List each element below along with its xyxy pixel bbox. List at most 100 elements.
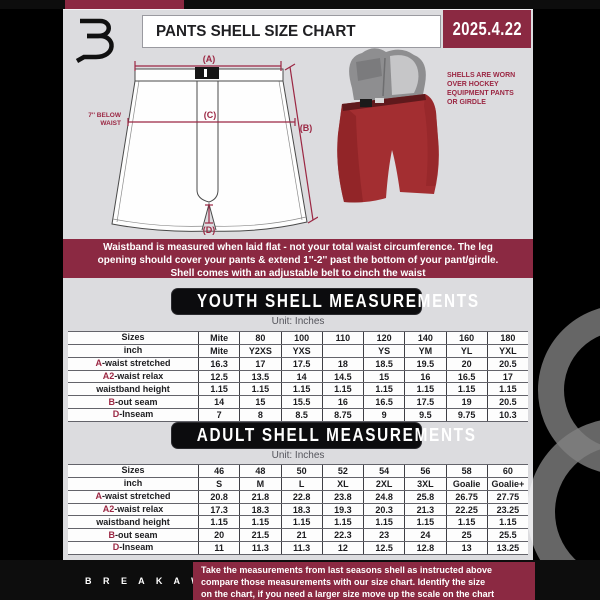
breakaway-logo-icon — [75, 18, 114, 63]
cell-value: 22.8 — [280, 490, 322, 503]
cell-value: 46 — [198, 465, 239, 477]
footer-brand: B R E A K A W A Y — [78, 568, 234, 594]
cell-value: 26.75 — [445, 490, 487, 503]
cell-value: 21.8 — [239, 490, 280, 503]
cell-value: 11 — [198, 542, 239, 554]
row-label: D-Inseam — [112, 542, 154, 553]
cell-value: 12 — [321, 542, 363, 554]
cell-value: 12.5 — [198, 370, 239, 383]
cell-value: 19.3 — [321, 503, 363, 516]
title-box: PANTS SHELL SIZE CHART — [142, 15, 441, 48]
page-title: PANTS SHELL SIZE CHART — [156, 23, 356, 40]
row-label: Sizes — [121, 332, 145, 343]
cell-value: 16 — [321, 396, 363, 409]
cell-value: 140 — [404, 332, 445, 344]
cell-value: 27.75 — [486, 490, 528, 503]
youth-heading-text: YOUTH SHELL MEASUREMENTS — [196, 291, 480, 311]
text-line: WAIST — [100, 120, 121, 127]
cell-value: 13.25 — [486, 542, 528, 554]
cell-value: Goalie — [445, 477, 487, 490]
shell-note: SHELLS ARE WORN OVER HOCKEY EQUIPMENT PANT… — [447, 71, 517, 107]
label-a: (A) — [203, 54, 216, 64]
cell-value: 23.25 — [486, 503, 528, 516]
cell-value: 23 — [363, 529, 404, 542]
cell-value: 22.3 — [321, 529, 363, 542]
cell-value: 15 — [239, 396, 280, 409]
cell-value: 1.15 — [486, 516, 528, 529]
youth-unit-label: Unit: Inches — [271, 316, 325, 327]
table-row: inch Mite Y2XS YXS YS YM YL YXL — [68, 344, 528, 358]
row-label: Sizes — [121, 465, 145, 476]
cell-value: 1.15 — [445, 383, 487, 396]
cell-value: 14 — [280, 370, 322, 383]
table-row: A-waist stretched 20.8 21.8 22.8 23.8 24.8 25.… — [68, 490, 528, 504]
cell-value: Goalie+ — [486, 477, 528, 490]
cell-value: XL — [321, 477, 363, 490]
cell-value: 23.8 — [321, 490, 363, 503]
pants-diagram: (A) (C) (B) (D) — [111, 54, 318, 235]
row-label: B-out seam — [108, 396, 158, 407]
youth-section-heading: YOUTH SHELL MEASUREMENTS — [172, 289, 478, 314]
cell-value: 24.8 — [363, 490, 404, 503]
cell-value: 8.75 — [321, 409, 363, 421]
cell-value: 1.15 — [321, 516, 363, 529]
row-label: waistband height — [96, 383, 170, 394]
top-maroon-tab — [65, 0, 184, 9]
cell-value: 15.5 — [280, 396, 322, 409]
text-line: SHELLS ARE WORN — [447, 72, 516, 79]
cell-value: 50 — [280, 465, 322, 477]
text-line: on the chart, if you need a larger size … — [201, 589, 495, 599]
cell-value: YM — [404, 344, 445, 357]
adult-unit-label: Unit: Inches — [271, 450, 325, 461]
cell-value: 80 — [239, 332, 280, 344]
notice-banner: Waistband is measured when laid flat - n… — [63, 239, 533, 279]
cell-value: 1.15 — [486, 383, 528, 396]
cell-value: 160 — [445, 332, 487, 344]
cell-value: 25 — [445, 529, 487, 542]
cell-value: 48 — [239, 465, 280, 477]
cell-value: 10.3 — [486, 409, 528, 421]
cell-value: 20.5 — [486, 357, 528, 370]
table-row: waistband height 1.15 1.15 1.15 1.15 1.15 1.15… — [68, 516, 528, 530]
cell-value: 16.5 — [445, 370, 487, 383]
cell-value: 16.3 — [198, 357, 239, 370]
cell-value: YXL — [486, 344, 528, 357]
cell-value: 17.3 — [198, 503, 239, 516]
top-bar — [0, 0, 600, 9]
table-row: A-waist stretched 16.3 17 17.5 18 18.5 19.5 20 2… — [68, 357, 528, 371]
cell-value: 7 — [198, 409, 239, 421]
cell-value: 1.15 — [445, 516, 487, 529]
cell-value: M — [239, 477, 280, 490]
text-line: OR GIRDLE — [447, 99, 486, 106]
cell-value: 120 — [363, 332, 404, 344]
row-label: A-waist stretched — [95, 358, 171, 369]
cell-value: 14 — [198, 396, 239, 409]
cell-value — [321, 344, 363, 357]
table-row: D-Inseam 7 8 8.5 8.75 9 9.5 9.75 10.3 — [68, 409, 528, 422]
cell-value: 1.15 — [239, 383, 280, 396]
row-label: A2-waist relax — [102, 503, 164, 514]
table-row: B-out seam 20 21.5 21 22.3 23 24 25 25.5 — [68, 529, 528, 543]
cell-value: 8.5 — [280, 409, 322, 421]
cell-value: 20.8 — [198, 490, 239, 503]
cell-value: 58 — [445, 465, 487, 477]
cell-value: 1.15 — [280, 383, 322, 396]
cell-value: 25.5 — [486, 529, 528, 542]
cell-value: 1.15 — [321, 383, 363, 396]
page: PANTS SHELL SIZE CHART 2025.4.22 (A) — [63, 9, 600, 590]
cell-value: 20 — [198, 529, 239, 542]
cell-value: 20.5 — [486, 396, 528, 409]
cell-value: 24 — [404, 529, 445, 542]
text-line: 7'' BELOW — [88, 112, 121, 119]
cell-value: 11.3 — [280, 542, 322, 554]
cell-value: 17 — [486, 370, 528, 383]
label-b: (B) — [300, 123, 313, 133]
text-line: EQUIPMENT PANTS — [447, 90, 514, 97]
cell-value: 1.15 — [198, 516, 239, 529]
cell-value: 100 — [280, 332, 322, 344]
cell-value: 20 — [445, 357, 487, 370]
cell-value: 1.15 — [363, 516, 404, 529]
cell-value: 8 — [239, 409, 280, 421]
text-line: compare those measurements with our size… — [201, 577, 486, 587]
text-line: opening should cover your pants & extend… — [97, 255, 499, 266]
